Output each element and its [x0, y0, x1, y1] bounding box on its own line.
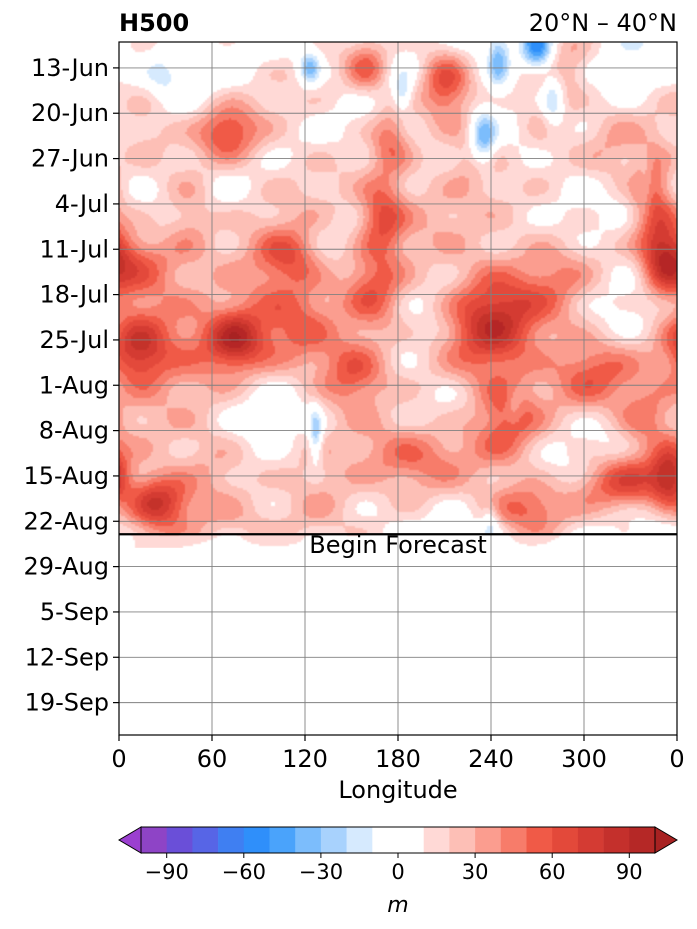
- y-tick-label: 27-Jun: [31, 145, 109, 173]
- colorbar-under-arrow: [118, 826, 142, 854]
- colorbar-segment: [423, 827, 450, 853]
- chart-title-right: 20°N – 40°N: [529, 9, 677, 37]
- y-tick-label: 22-Aug: [23, 507, 109, 535]
- contour-level-fill: [119, 42, 677, 548]
- y-tick-label: 18-Jul: [40, 281, 110, 309]
- colorbar-over-arrow: [654, 826, 678, 854]
- colorbar-segment: [192, 827, 219, 853]
- y-tick-label: 1-Aug: [39, 371, 109, 399]
- colorbar-tick-label: 90: [616, 860, 643, 884]
- y-tick-label: 25-Jul: [40, 326, 110, 354]
- colorbar-tick-label: 0: [391, 860, 404, 884]
- colorbar-segment: [320, 827, 347, 853]
- y-tick-label: 29-Aug: [23, 553, 109, 581]
- colorbar-label: m: [387, 893, 408, 918]
- x-tick-label: 0: [669, 745, 684, 773]
- colorbar-segment: [577, 827, 604, 853]
- y-tick-label: 19-Sep: [25, 689, 109, 717]
- y-tick-label: 12-Sep: [25, 643, 109, 671]
- contour-level-fill: [531, 42, 543, 52]
- colorbar-segment: [243, 827, 270, 853]
- y-tick-label: 5-Sep: [40, 598, 109, 626]
- colorbar-tick-label: −30: [299, 860, 343, 884]
- x-axis: 0 60 120 180 240 300 0: [111, 735, 685, 773]
- y-tick-label: 20-Jun: [31, 99, 109, 127]
- begin-forecast-label: Begin Forecast: [309, 531, 487, 559]
- x-tick-label: 0: [111, 745, 126, 773]
- x-tick-label: 240: [468, 745, 514, 773]
- y-tick-label: 8-Aug: [39, 417, 109, 445]
- colorbar-tick-label: −60: [222, 860, 266, 884]
- plot-area: Begin Forecast: [118, 41, 678, 736]
- y-tick-label: 13-Jun: [31, 54, 109, 82]
- y-tick-label: 4-Jul: [55, 190, 109, 218]
- colorbar-tick-label: 60: [539, 860, 566, 884]
- colorbar-segment: [500, 827, 527, 853]
- chart-title-left: H500: [119, 9, 189, 37]
- colorbar-segment: [141, 827, 167, 853]
- colorbar-segment: [269, 827, 296, 853]
- colorbar-segment: [552, 827, 579, 853]
- colorbar-segment: [526, 827, 553, 853]
- colorbar-tick-label: 30: [462, 860, 489, 884]
- colorbar: −90 −60 −30 0 30 60 90: [118, 826, 678, 884]
- colorbar-segment: [346, 827, 373, 853]
- colorbar-segment: [449, 827, 476, 853]
- contour-level-fill: [527, 42, 545, 56]
- colorbar-segment: [166, 827, 193, 853]
- x-axis-label: Longitude: [338, 776, 457, 804]
- colorbar-segment: [475, 827, 502, 853]
- grid-lines: [118, 42, 678, 735]
- colorbar-segment: [218, 827, 245, 853]
- y-tick-label: 15-Aug: [23, 462, 109, 490]
- y-axis: 13-Jun 20-Jun 27-Jun 4-Jul 11-Jul 18-Jul 25-Ju…: [23, 54, 119, 717]
- contour-level-fill: [119, 54, 677, 534]
- x-tick-label: 300: [561, 745, 607, 773]
- x-tick-label: 180: [375, 745, 421, 773]
- x-tick-label: 60: [197, 745, 228, 773]
- colorbar-segment: [295, 827, 322, 853]
- colorbar-segment: [629, 827, 656, 853]
- y-tick-label: 11-Jul: [40, 235, 110, 263]
- colorbar-segment: [372, 827, 424, 853]
- colorbar-tick-label: −90: [145, 860, 189, 884]
- x-tick-label: 120: [282, 745, 328, 773]
- colorbar-segment: [603, 827, 630, 853]
